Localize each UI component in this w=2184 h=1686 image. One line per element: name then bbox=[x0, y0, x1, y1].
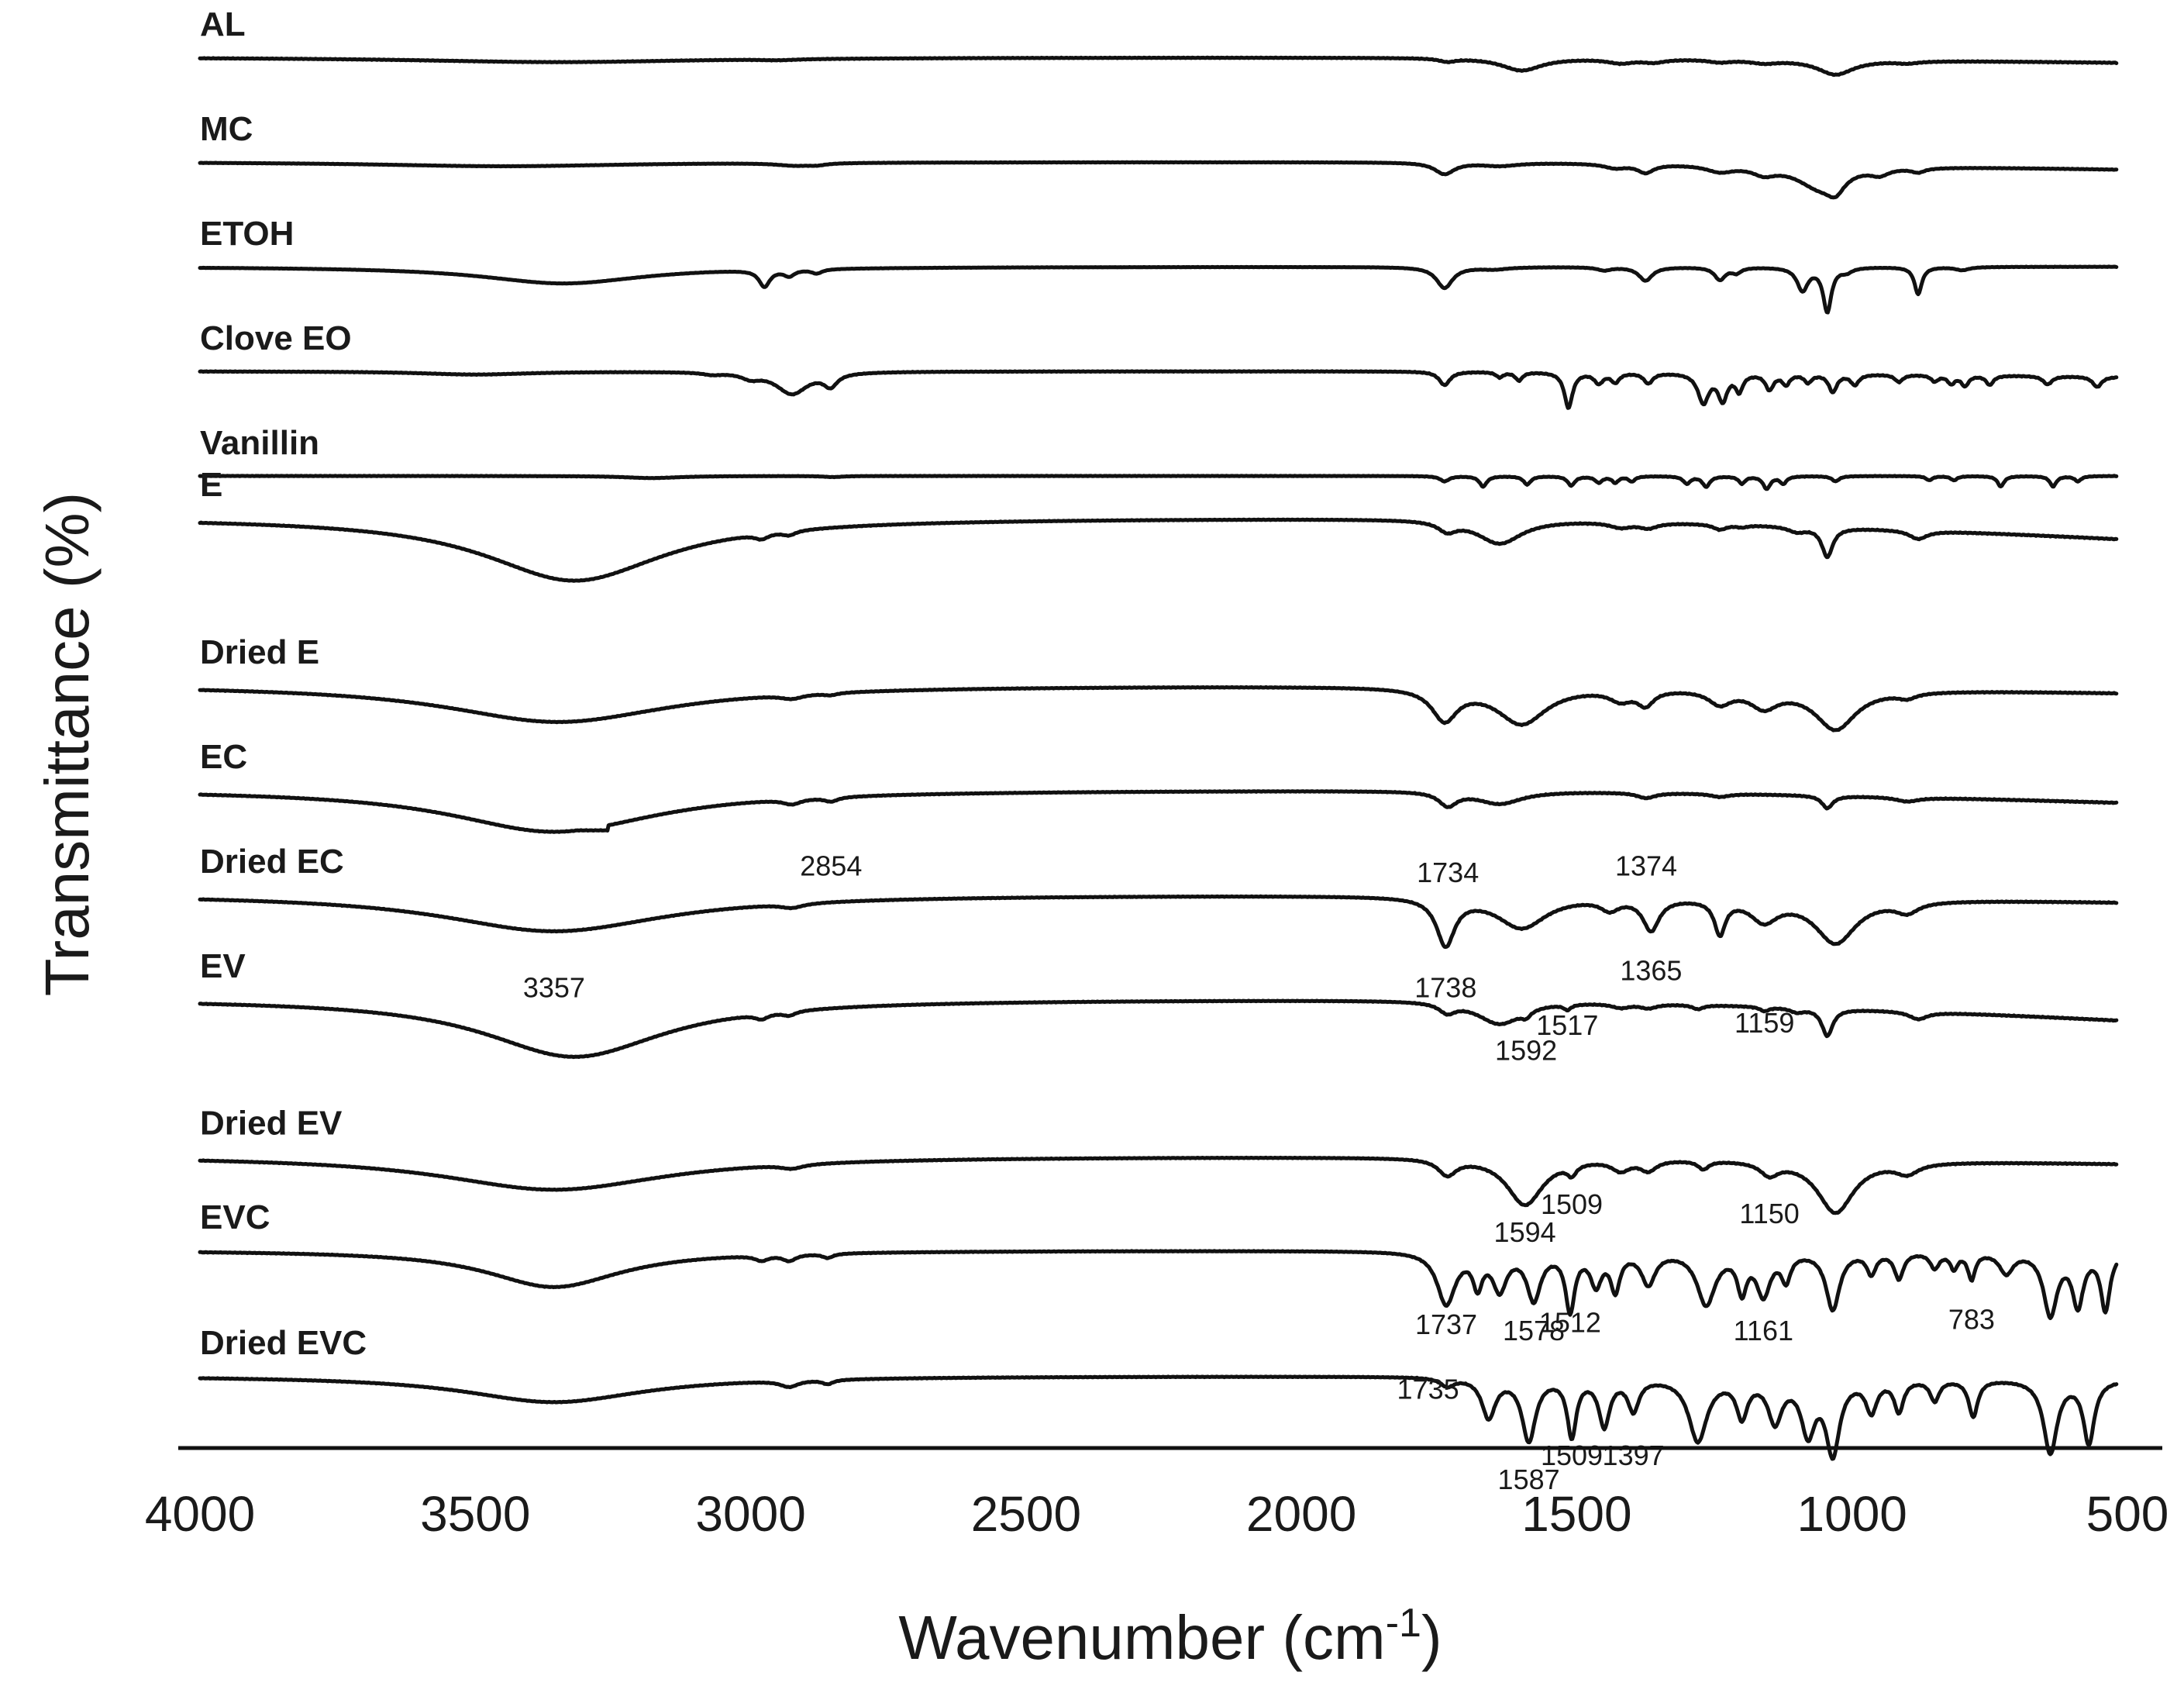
series-label-etoh: ETOH bbox=[200, 215, 294, 253]
peak-label: 783 bbox=[1948, 1303, 1995, 1335]
series-label-ev: EV bbox=[200, 947, 246, 985]
peak-label: 1512 bbox=[1539, 1306, 1601, 1338]
peak-label: 2854 bbox=[800, 850, 862, 882]
peak-label: 1594 bbox=[1494, 1216, 1556, 1248]
spectrum-line-mc bbox=[198, 160, 2119, 200]
spectrum-line-vanillin bbox=[198, 474, 2119, 491]
spectra-traces bbox=[198, 55, 2119, 1461]
peak-label: 1150 bbox=[1739, 1198, 1799, 1229]
x-tick-label: 2000 bbox=[1246, 1486, 1356, 1542]
x-tick-label: 2500 bbox=[971, 1486, 1081, 1542]
spectrum-line-clove-eo bbox=[198, 369, 2119, 410]
peak-label: 1397 bbox=[1603, 1439, 1665, 1471]
spectrum-line-etoh bbox=[198, 264, 2119, 315]
peak-label: 1738 bbox=[1414, 971, 1476, 1003]
series-label-al: AL bbox=[200, 5, 246, 43]
peak-label: 1592 bbox=[1495, 1034, 1557, 1066]
x-axis-title-text: Wavenumber (cm bbox=[898, 1603, 1385, 1672]
spectrum-line-ev bbox=[198, 998, 2119, 1060]
x-tick-label: 4000 bbox=[145, 1486, 255, 1542]
series-label-evc: EVC bbox=[200, 1198, 270, 1236]
peak-label: 1734 bbox=[1417, 857, 1479, 888]
peak-label: 1159 bbox=[1734, 1007, 1794, 1039]
series-label-dried-ec: Dried EC bbox=[200, 843, 344, 881]
x-tick-label: 3000 bbox=[695, 1486, 805, 1542]
x-axis-title: Wavenumber (cm-1) bbox=[898, 1601, 1442, 1672]
spectrum-line-e bbox=[198, 517, 2119, 583]
series-label-vanillin: Vanillin bbox=[200, 424, 319, 462]
peak-label: 1517 bbox=[1536, 1009, 1598, 1041]
peak-label: 1365 bbox=[1620, 955, 1682, 987]
series-label-clove-eo: Clove EO bbox=[200, 319, 352, 357]
peak-label: 1578 bbox=[1503, 1315, 1565, 1346]
spectrum-line-al bbox=[198, 55, 2119, 78]
spectrum-line-dried-ev bbox=[198, 1155, 2119, 1215]
series-labels: AL MC ETOH Clove EO Vanillin E Dried E EC Dried … bbox=[200, 5, 367, 1362]
series-label-ec: EC bbox=[200, 738, 247, 776]
peak-label: 1509 bbox=[1541, 1188, 1603, 1220]
peak-label: 3357 bbox=[523, 971, 585, 1003]
spectrum-line-dried-evc bbox=[198, 1374, 2119, 1461]
peak-label: 1374 bbox=[1615, 850, 1677, 882]
peak-label: 1587 bbox=[1498, 1464, 1560, 1495]
series-label-e: E bbox=[200, 466, 222, 504]
spectrum-line-dried-ec bbox=[198, 894, 2119, 950]
series-label-mc: MC bbox=[200, 110, 253, 148]
x-tick-label: 3500 bbox=[420, 1486, 530, 1542]
series-label-dried-evc: Dried EVC bbox=[200, 1324, 367, 1362]
series-label-dried-e: Dried E bbox=[200, 633, 319, 671]
x-axis-title-suffix: ) bbox=[1421, 1603, 1442, 1672]
x-axis-ticks: 4000 3500 3000 2500 2000 1500 1000 500 bbox=[145, 1486, 2169, 1542]
x-tick-label: 1000 bbox=[1797, 1486, 1907, 1542]
x-tick-label: 500 bbox=[2086, 1486, 2169, 1542]
x-axis-title-superscript: -1 bbox=[1386, 1601, 1421, 1646]
spectrum-line-evc bbox=[198, 1249, 2119, 1320]
y-axis-title: Transmittance (%) bbox=[33, 492, 102, 997]
spectrum-line-ec bbox=[198, 789, 2119, 834]
peak-label: 1735 bbox=[1397, 1374, 1459, 1405]
spectrum-line-dried-e bbox=[198, 684, 2119, 733]
x-tick-label: 1500 bbox=[1521, 1486, 1631, 1542]
peak-label: 1737 bbox=[1415, 1308, 1477, 1340]
peak-label: 1161 bbox=[1734, 1315, 1793, 1346]
series-label-dried-ev: Dried EV bbox=[200, 1105, 343, 1143]
peak-label: 1509 bbox=[1541, 1439, 1603, 1471]
